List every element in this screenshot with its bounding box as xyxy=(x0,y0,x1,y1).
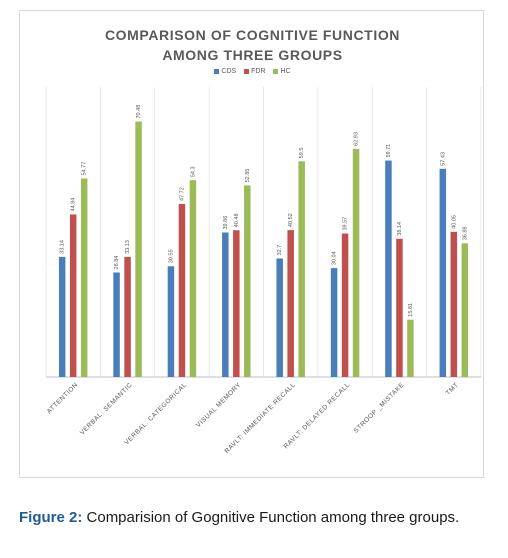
bar-cds xyxy=(113,272,120,377)
data-label: 33.14 xyxy=(60,240,66,254)
chart-title-line1: COMPARISON OF COGNITIVE FUNCTION xyxy=(104,27,401,43)
data-label: 44.84 xyxy=(71,198,77,212)
bar-hc xyxy=(352,148,360,377)
data-label: 40.52 xyxy=(288,213,294,227)
x-tick-label: STROOP _MISTAKE xyxy=(353,381,406,434)
bar-cds xyxy=(58,256,66,377)
bar-hc xyxy=(135,121,142,377)
bar-cds xyxy=(276,258,283,377)
x-tick-label: TMT xyxy=(445,381,460,396)
x-tick-label: ATTENTION xyxy=(46,381,80,415)
data-label: 52.85 xyxy=(245,169,251,183)
data-label: 36.88 xyxy=(462,227,468,241)
legend-item-hc: HC xyxy=(273,67,291,77)
data-label: 54.3 xyxy=(190,166,196,177)
data-label: 33.13 xyxy=(125,240,131,254)
data-label: 47.72 xyxy=(179,187,185,201)
data-label: 62.93 xyxy=(354,132,360,146)
data-label: 30.04 xyxy=(332,251,338,265)
data-label: 30.55 xyxy=(168,249,174,263)
bar-hc xyxy=(80,178,88,377)
caption-label: Figure 2: xyxy=(19,509,83,526)
data-label: 59.5 xyxy=(299,148,305,159)
chart-title: COMPARISON OF COGNITIVE FUNCTION AMONG T… xyxy=(20,25,485,65)
data-label: 38.14 xyxy=(397,222,403,236)
bar-cds xyxy=(385,160,392,377)
bar-fdr xyxy=(178,204,186,377)
data-label: 70.48 xyxy=(136,105,142,119)
legend-item-fdr: FDR xyxy=(244,67,266,77)
data-label: 39.86 xyxy=(223,216,229,230)
legend-label-fdr: FDR xyxy=(251,68,266,75)
data-label: 39.57 xyxy=(343,217,349,231)
legend-swatch-hc xyxy=(273,68,279,74)
bar-hc xyxy=(298,161,305,377)
legend-swatch-fdr xyxy=(244,68,250,74)
bar-cds xyxy=(330,268,338,377)
caption-text: Comparision of Gognitive Function among … xyxy=(86,509,460,526)
bar-fdr xyxy=(233,230,240,377)
bar-fdr xyxy=(287,230,294,377)
legend-swatch-cds xyxy=(214,68,220,74)
data-label: 28.84 xyxy=(114,256,120,270)
data-label: 40.48 xyxy=(234,213,240,227)
bar-fdr xyxy=(450,231,458,377)
bar-chart-plot: 33.14 44.84 54.77 ATTENTION 28.84 33.13 70.48 V… xyxy=(45,87,482,455)
legend-label-hc: HC xyxy=(280,68,291,75)
data-label: 59.71 xyxy=(386,144,392,158)
figure-caption: Figure 2: Comparision of Gognitive Funct… xyxy=(19,507,493,528)
chart-frame: COMPARISON OF COGNITIVE FUNCTION AMONG T… xyxy=(19,10,484,478)
bar-hc xyxy=(407,319,414,377)
bar-cds xyxy=(167,266,175,377)
data-label: 57.43 xyxy=(440,152,446,166)
legend: CDS FDR HC xyxy=(20,67,485,77)
x-tick-label: VERBAL: CATEGORICAL xyxy=(123,381,188,446)
bar-hc xyxy=(461,243,469,377)
bar-fdr xyxy=(396,238,403,377)
legend-label-cds: CDS xyxy=(221,68,237,75)
data-label: 54.77 xyxy=(82,162,88,176)
bar-fdr xyxy=(69,214,77,377)
bar-fdr xyxy=(341,233,349,377)
x-tick-label: VISUAL MEMORY xyxy=(195,381,243,429)
x-tick-label: VERBAL: SEMANTIC xyxy=(79,381,134,436)
bar-hc xyxy=(244,185,251,377)
x-tick-label: RAVLT: DELAYED RECALL xyxy=(283,381,352,450)
legend-item-cds: CDS xyxy=(214,67,236,77)
data-label: 32.7 xyxy=(277,245,283,256)
bar-cds xyxy=(222,232,229,377)
data-label: 15.81 xyxy=(408,303,414,317)
chart-title-line2: AMONG THREE GROUPS xyxy=(162,47,343,63)
bar-hc xyxy=(189,180,197,377)
bar-fdr xyxy=(124,256,131,377)
data-label: 40.05 xyxy=(451,215,457,229)
bar-cds xyxy=(439,168,447,377)
